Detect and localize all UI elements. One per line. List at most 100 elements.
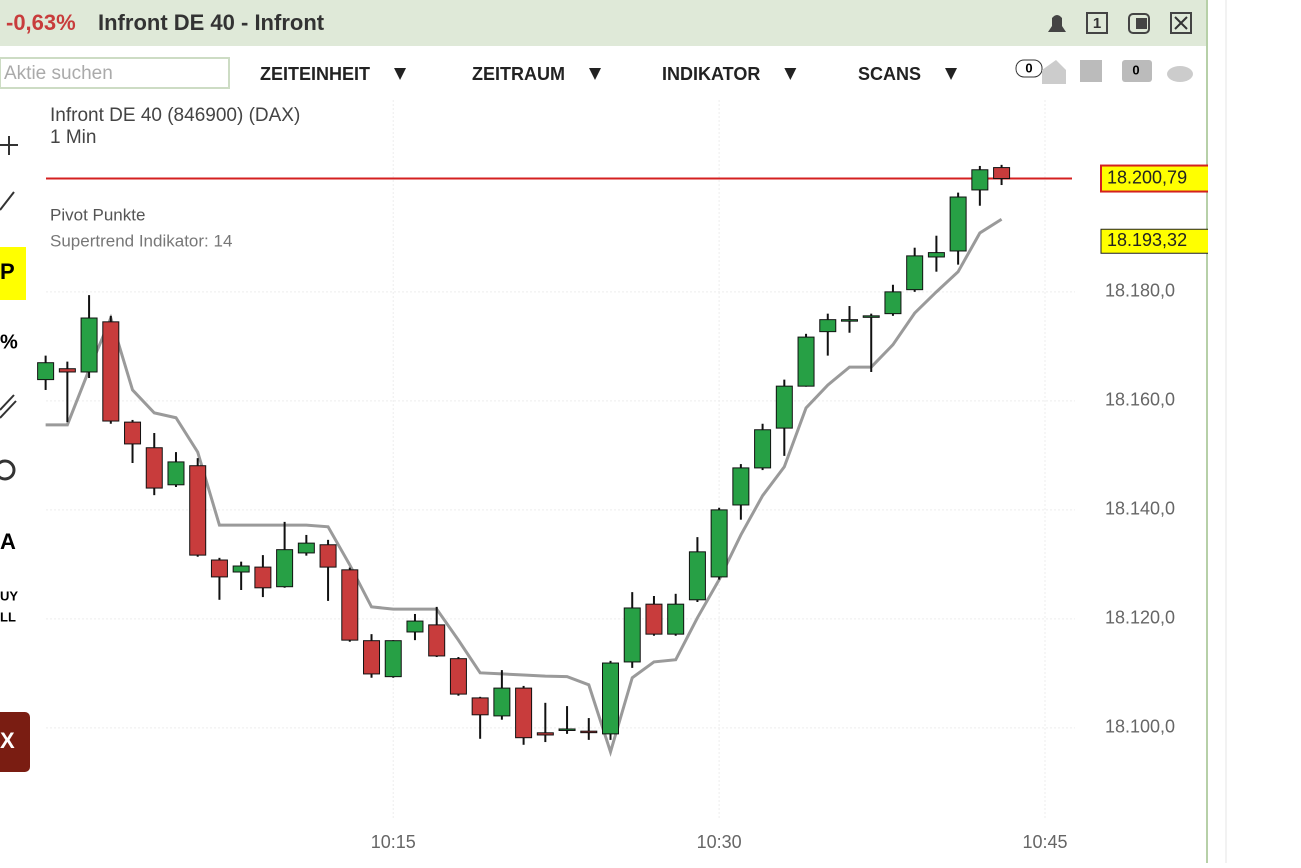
- icon[interactable]: [1080, 60, 1102, 82]
- menu-arrow: [784, 68, 797, 80]
- menu[interactable]: SCANS: [858, 64, 921, 84]
- chart-subtitle: 1 Min: [50, 127, 96, 148]
- x-tick-label: 10:15: [371, 832, 416, 852]
- tool-buy[interactable]: UY: [0, 588, 18, 603]
- btn-restore[interactable]: [1128, 13, 1150, 34]
- candle-body: [710, 509, 728, 578]
- candle-body: [276, 549, 294, 588]
- supertrend-label-bg: [1100, 228, 1212, 254]
- candle-body: [297, 542, 315, 554]
- badge[interactable]: [1122, 60, 1152, 82]
- tool-move[interactable]: [0, 136, 18, 155]
- candle-body: [124, 421, 142, 445]
- menu-arrow: [589, 68, 601, 80]
- candle-body: [210, 559, 228, 578]
- candle-body: [927, 252, 945, 258]
- toolbar-icons: 0 0: [1015, 59, 1193, 84]
- candle-body: [732, 467, 750, 506]
- menu-arrow: [394, 68, 407, 80]
- supertrend-label: 18.193,32: [1107, 230, 1187, 250]
- candle-body: [906, 255, 924, 291]
- chart-title: Infront DE 40 (846900) (DAX): [50, 105, 300, 126]
- indicator-label: Supertrend Indikator: 14: [50, 231, 232, 250]
- candle-body: [319, 544, 337, 568]
- price-label-bg: [1100, 164, 1212, 193]
- x-tick-label: 10:30: [697, 832, 742, 852]
- left-toolbar: P % A UY LL X: [0, 136, 30, 772]
- btn-restore-fill: [1136, 18, 1147, 29]
- menu[interactable]: ZEITRAUM: [472, 64, 565, 84]
- tool-text[interactable]: A: [0, 529, 16, 554]
- candle-body: [145, 447, 163, 489]
- menu-bar: ZEITEINHEIT ZEITRAUM INDIKATOR SCANS: [260, 64, 958, 84]
- y-tick-label: 18.160,0: [1105, 390, 1175, 410]
- candle-body: [363, 640, 381, 675]
- y-tick-label: 18.100,0: [1105, 717, 1175, 737]
- candle-body: [797, 336, 815, 387]
- btn-close-x: [1174, 16, 1188, 30]
- candle-body: [754, 429, 772, 469]
- candle-body: [862, 315, 880, 318]
- tool-p: P: [0, 259, 15, 284]
- tool-sell[interactable]: LL: [0, 609, 16, 624]
- candle-body: [232, 565, 250, 573]
- change: -0,63%: [6, 10, 76, 35]
- right-mask: [1208, 0, 1301, 863]
- badge: [1015, 59, 1043, 78]
- tool-delete: X: [0, 728, 15, 753]
- candle-body: [949, 196, 967, 252]
- candle-body: [493, 687, 511, 717]
- candle-body: [884, 291, 902, 315]
- candle-body: [558, 728, 576, 731]
- btn-1-label: 1: [1093, 15, 1101, 32]
- candle-body: [840, 319, 858, 322]
- window-title: Infront DE 40 - Infront: [98, 10, 325, 35]
- menu[interactable]: ZEITEINHEIT: [260, 64, 370, 84]
- title-bar: [0, 0, 1207, 46]
- candle-body: [971, 169, 989, 191]
- menu[interactable]: INDIKATOR: [662, 64, 760, 84]
- price-label: 18.200,79: [1107, 167, 1187, 187]
- y-tick-label: 18.180,0: [1105, 281, 1175, 301]
- candle-body: [37, 362, 55, 381]
- candle-body: [254, 566, 272, 589]
- candle-body: [80, 317, 98, 373]
- tool-delete-bg[interactable]: [0, 712, 30, 772]
- plot: 18.100,0 18.120,0 18.140,0 18.160,0 18.180,0…: [37, 100, 1212, 852]
- tool-line[interactable]: [0, 191, 15, 211]
- candle-body: [341, 569, 359, 641]
- candle-body: [536, 732, 554, 736]
- candle-body: [580, 730, 598, 734]
- candle-body: [471, 697, 489, 716]
- candle-body: [102, 321, 120, 422]
- candle-body: [189, 465, 207, 556]
- candle-body: [428, 624, 446, 657]
- candle-body: [819, 319, 837, 333]
- badge-label: 0: [1025, 60, 1032, 75]
- candle-body: [515, 687, 533, 739]
- search-box[interactable]: [0, 57, 230, 89]
- x-tick-label: 10:45: [1023, 832, 1068, 852]
- candle-body: [58, 368, 76, 373]
- candle-body: [384, 640, 402, 678]
- candle-body: [688, 551, 706, 601]
- tool-percent[interactable]: %: [0, 331, 18, 353]
- candle-body: [775, 385, 793, 429]
- btn-close[interactable]: [1170, 12, 1192, 34]
- candle-body: [623, 607, 641, 663]
- tool-parallel[interactable]: [0, 394, 17, 419]
- badge-label: 0: [1132, 62, 1139, 77]
- candle-body: [602, 662, 620, 735]
- tool-p-bg[interactable]: [0, 247, 26, 300]
- icon[interactable]: [1042, 60, 1066, 84]
- btn-1[interactable]: [1086, 12, 1108, 34]
- icon[interactable]: [1167, 66, 1193, 82]
- candle-body: [667, 603, 685, 635]
- menu-arrow: [945, 68, 958, 80]
- y-tick-label: 18.120,0: [1105, 608, 1175, 628]
- candle-body: [993, 167, 1011, 180]
- indicator-label: Pivot Punkte: [50, 205, 145, 224]
- bell-icon[interactable]: [1048, 15, 1066, 32]
- tool-circle[interactable]: [0, 459, 16, 481]
